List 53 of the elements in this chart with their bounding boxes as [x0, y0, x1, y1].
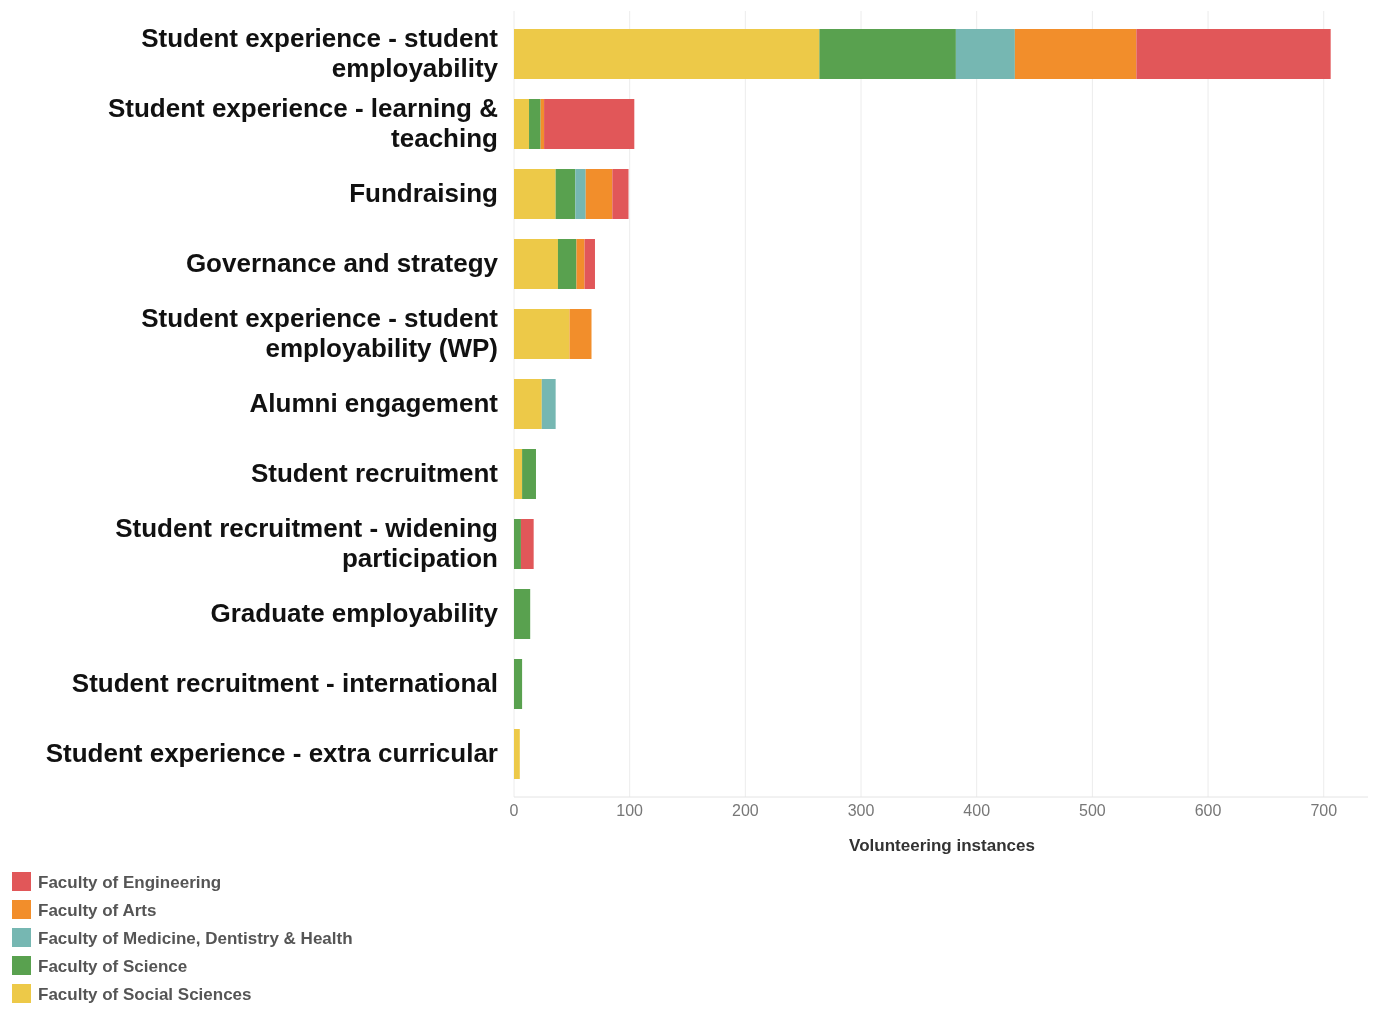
bar — [514, 379, 542, 429]
bar — [514, 449, 523, 499]
y-tick-label: Student recruitment - widening participation — [115, 513, 498, 573]
bar — [585, 169, 613, 219]
bar — [544, 99, 635, 149]
y-tick-label: Student experience - extra curricular — [45, 738, 498, 768]
x-tick-label: 300 — [847, 802, 875, 819]
x-tick-label: 500 — [1079, 802, 1106, 819]
legend-label: Faculty of Science — [38, 957, 188, 976]
bar — [584, 239, 595, 289]
x-tick-label: 0 — [509, 802, 519, 819]
bar — [514, 309, 570, 359]
bar — [529, 99, 541, 149]
bar — [514, 239, 558, 289]
y-tick-label: Student recruitment - international — [71, 668, 498, 698]
bar — [514, 99, 530, 149]
y-tick-label: Student experience - learning & teaching — [107, 93, 498, 153]
y-tick-label: Graduate employability — [210, 598, 499, 628]
y-tick-label: Governance and strategy — [185, 248, 499, 278]
x-tick-label: 400 — [963, 802, 991, 819]
y-tick-label: Fundraising — [349, 178, 498, 208]
bar — [575, 169, 586, 219]
legend-label: Faculty of Engineering — [38, 873, 222, 892]
bar — [1136, 29, 1331, 79]
bar — [541, 379, 556, 429]
bar — [514, 729, 520, 779]
bar — [1014, 29, 1137, 79]
legend-label: Faculty of Arts — [38, 901, 157, 920]
bar — [576, 239, 585, 289]
x-axis-title: Volunteering instances — [849, 836, 1035, 855]
y-tick-label: Student experience - student employability — [141, 23, 499, 83]
bar — [955, 29, 1015, 79]
y-tick-label: Student experience - student employability (WP) — [141, 303, 499, 363]
bar — [514, 519, 521, 569]
bar — [520, 519, 534, 569]
y-tick-label: Student recruitment — [250, 458, 499, 488]
bar — [514, 589, 531, 639]
bar — [557, 239, 577, 289]
y-tick-label: Alumni engagement — [249, 388, 499, 418]
bar — [555, 169, 576, 219]
x-tick-label: 700 — [1310, 802, 1338, 819]
bar — [514, 169, 556, 219]
legend-label: Faculty of Social Sciences — [38, 985, 252, 1004]
bar — [514, 659, 523, 709]
x-tick-label: 100 — [616, 802, 644, 819]
bar — [612, 169, 629, 219]
x-tick-label: 200 — [732, 802, 759, 819]
bar — [522, 449, 536, 499]
bar — [514, 29, 820, 79]
bar — [819, 29, 956, 79]
bar — [569, 309, 592, 359]
x-tick-label: 600 — [1194, 802, 1222, 819]
legend-label: Faculty of Medicine, Dentistry & Health — [38, 929, 353, 948]
